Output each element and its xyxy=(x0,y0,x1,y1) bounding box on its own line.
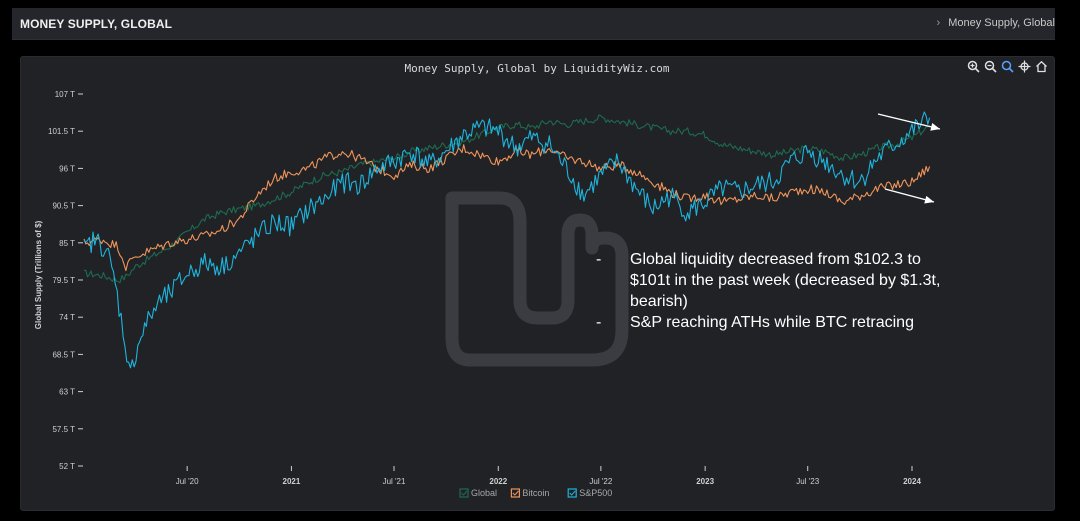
page-title: MONEY SUPPLY, GLOBAL xyxy=(20,17,173,31)
x-tick-label: Jul '23 xyxy=(796,477,819,486)
y-tick-label: 79.5 T xyxy=(52,276,75,285)
legend-item-bitcoin[interactable]: Bitcoin xyxy=(510,488,549,498)
legend-item-sp500[interactable]: S&P500 xyxy=(567,488,612,498)
checkbox-check-icon xyxy=(461,490,468,496)
search-icon[interactable] xyxy=(1000,59,1014,73)
x-tick-label: 2021 xyxy=(283,477,301,486)
series-line-sp500 xyxy=(83,111,931,369)
chart-title: Money Supply, Global by LiquidityWiz.com xyxy=(405,62,670,75)
series-line-bitcoin xyxy=(83,144,931,272)
annotation-text-sp-btc: S&P reaching ATHs while BTC retracing xyxy=(630,314,914,331)
y-tick-label: 74 T xyxy=(59,313,75,322)
y-tick-label: 57.5 T xyxy=(52,425,75,434)
x-tick-label: Jul '22 xyxy=(589,477,612,486)
legend-label: S&P500 xyxy=(579,488,612,498)
y-tick-label: 68.5 T xyxy=(52,350,75,359)
y-tick-label: 63 T xyxy=(59,388,75,397)
legend-item-global[interactable]: Global xyxy=(459,488,497,498)
annotation-point: - Global liquidity decreased from $102.3… xyxy=(596,249,956,312)
x-tick-label: 2022 xyxy=(489,477,507,486)
y-tick-label: 52 T xyxy=(59,462,75,471)
y-tick-label: 90.5 T xyxy=(52,202,75,211)
legend-label: Bitcoin xyxy=(522,488,549,498)
checkbox-check-icon xyxy=(512,490,519,496)
legend-swatch xyxy=(459,488,469,498)
x-tick-label: 2024 xyxy=(903,477,921,486)
x-tick-label: Jul '20 xyxy=(176,477,199,486)
bullet-dash: - xyxy=(596,251,602,268)
annotation-point: - S&P reaching ATHs while BTC retracing xyxy=(596,312,956,333)
legend-label: Global xyxy=(471,488,497,498)
chart-panel xyxy=(20,56,1055,511)
zoom-in-icon[interactable] xyxy=(966,59,980,73)
checkbox-check-icon xyxy=(569,490,576,496)
home-icon[interactable] xyxy=(1034,59,1048,73)
y-tick-label: 107 T xyxy=(55,90,75,99)
x-tick-label: Jul '21 xyxy=(383,477,406,486)
x-tick-label: 2023 xyxy=(696,477,714,486)
legend-swatch xyxy=(567,488,577,498)
annotation-arrowhead xyxy=(924,195,934,204)
watermark-logo xyxy=(445,191,629,367)
legend-swatch xyxy=(510,488,520,498)
annotation-arrow xyxy=(877,113,941,130)
chart-legend: Global Bitcoin S&P500 xyxy=(459,488,612,498)
y-tick-label: 85 T xyxy=(59,239,75,248)
y-axis-label: Global Supply (Trillions of $) xyxy=(34,220,43,329)
annotation-arrowhead xyxy=(930,122,940,131)
annotation-textbox: - Global liquidity decreased from $102.3… xyxy=(596,249,956,333)
breadcrumb-current: Money Supply, Global xyxy=(948,17,1055,29)
annotation-text-liquidity: Global liquidity decreased from $102.3 t… xyxy=(630,251,941,310)
chart-toolbar xyxy=(966,59,1050,75)
bullet-dash: - xyxy=(596,314,602,331)
zoom-out-icon[interactable] xyxy=(983,59,997,73)
pan-icon[interactable] xyxy=(1017,59,1031,73)
breadcrumb[interactable]: › Money Supply, Global xyxy=(937,17,1055,29)
breadcrumb-separator: › xyxy=(936,17,941,29)
header-bar: MONEY SUPPLY, GLOBAL › Money Supply, Glob… xyxy=(12,8,1055,40)
watermark-logo-shape xyxy=(445,191,629,367)
series-line-global xyxy=(84,114,930,284)
y-tick-label: 96 T xyxy=(59,164,75,173)
y-tick-label: 101.5 T xyxy=(48,127,75,136)
scroll-gutter xyxy=(1055,8,1080,521)
